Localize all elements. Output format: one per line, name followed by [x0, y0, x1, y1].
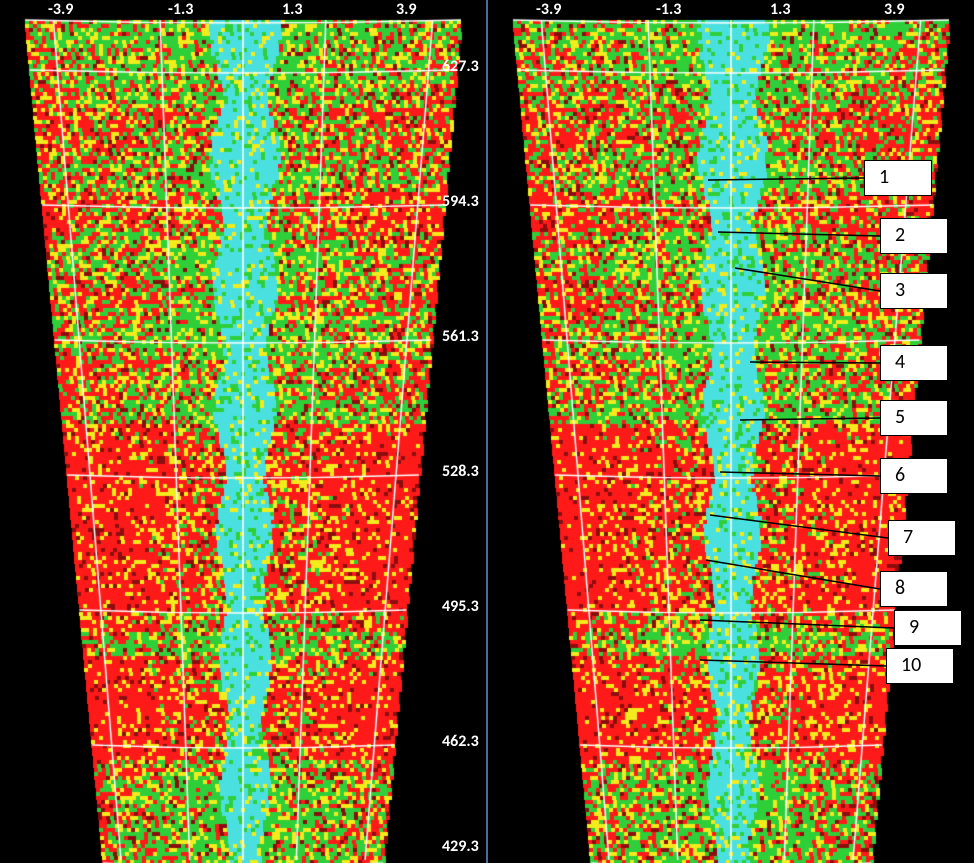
y-tick: 462.3 [442, 732, 479, 751]
x-tick: 3.9 [884, 0, 905, 19]
callout-box-10: 10 [886, 648, 954, 684]
callout-box-5: 5 [880, 400, 948, 436]
y-tick: 495.3 [442, 597, 479, 616]
callout-box-9: 9 [894, 610, 962, 646]
y-tick: 528.3 [442, 462, 479, 481]
y-tick: 429.3 [442, 837, 479, 856]
callout-box-2: 2 [880, 218, 948, 254]
callout-box-4: 4 [880, 345, 948, 381]
x-tick: -1.3 [656, 0, 681, 19]
callout-box-1: 1 [864, 160, 932, 196]
callout-box-7: 7 [888, 520, 956, 556]
left-heatmap-canvas [0, 0, 486, 863]
figure-root: -3.9 -1.3 1.3 3.9 -3.9 -1.3 1.3 3.9 627.… [0, 0, 974, 863]
y-tick: 594.3 [442, 192, 479, 211]
x-tick: -3.9 [536, 0, 561, 19]
y-tick: 561.3 [442, 327, 479, 346]
x-tick: 1.3 [282, 0, 303, 19]
x-tick: -3.9 [48, 0, 73, 19]
left-panel [0, 0, 486, 863]
x-tick: -1.3 [168, 0, 193, 19]
callout-box-8: 8 [880, 571, 948, 607]
callout-box-3: 3 [880, 273, 948, 309]
x-tick: 1.3 [770, 0, 791, 19]
y-tick: 627.3 [442, 57, 479, 76]
callout-box-6: 6 [880, 458, 948, 494]
x-tick: 3.9 [396, 0, 417, 19]
